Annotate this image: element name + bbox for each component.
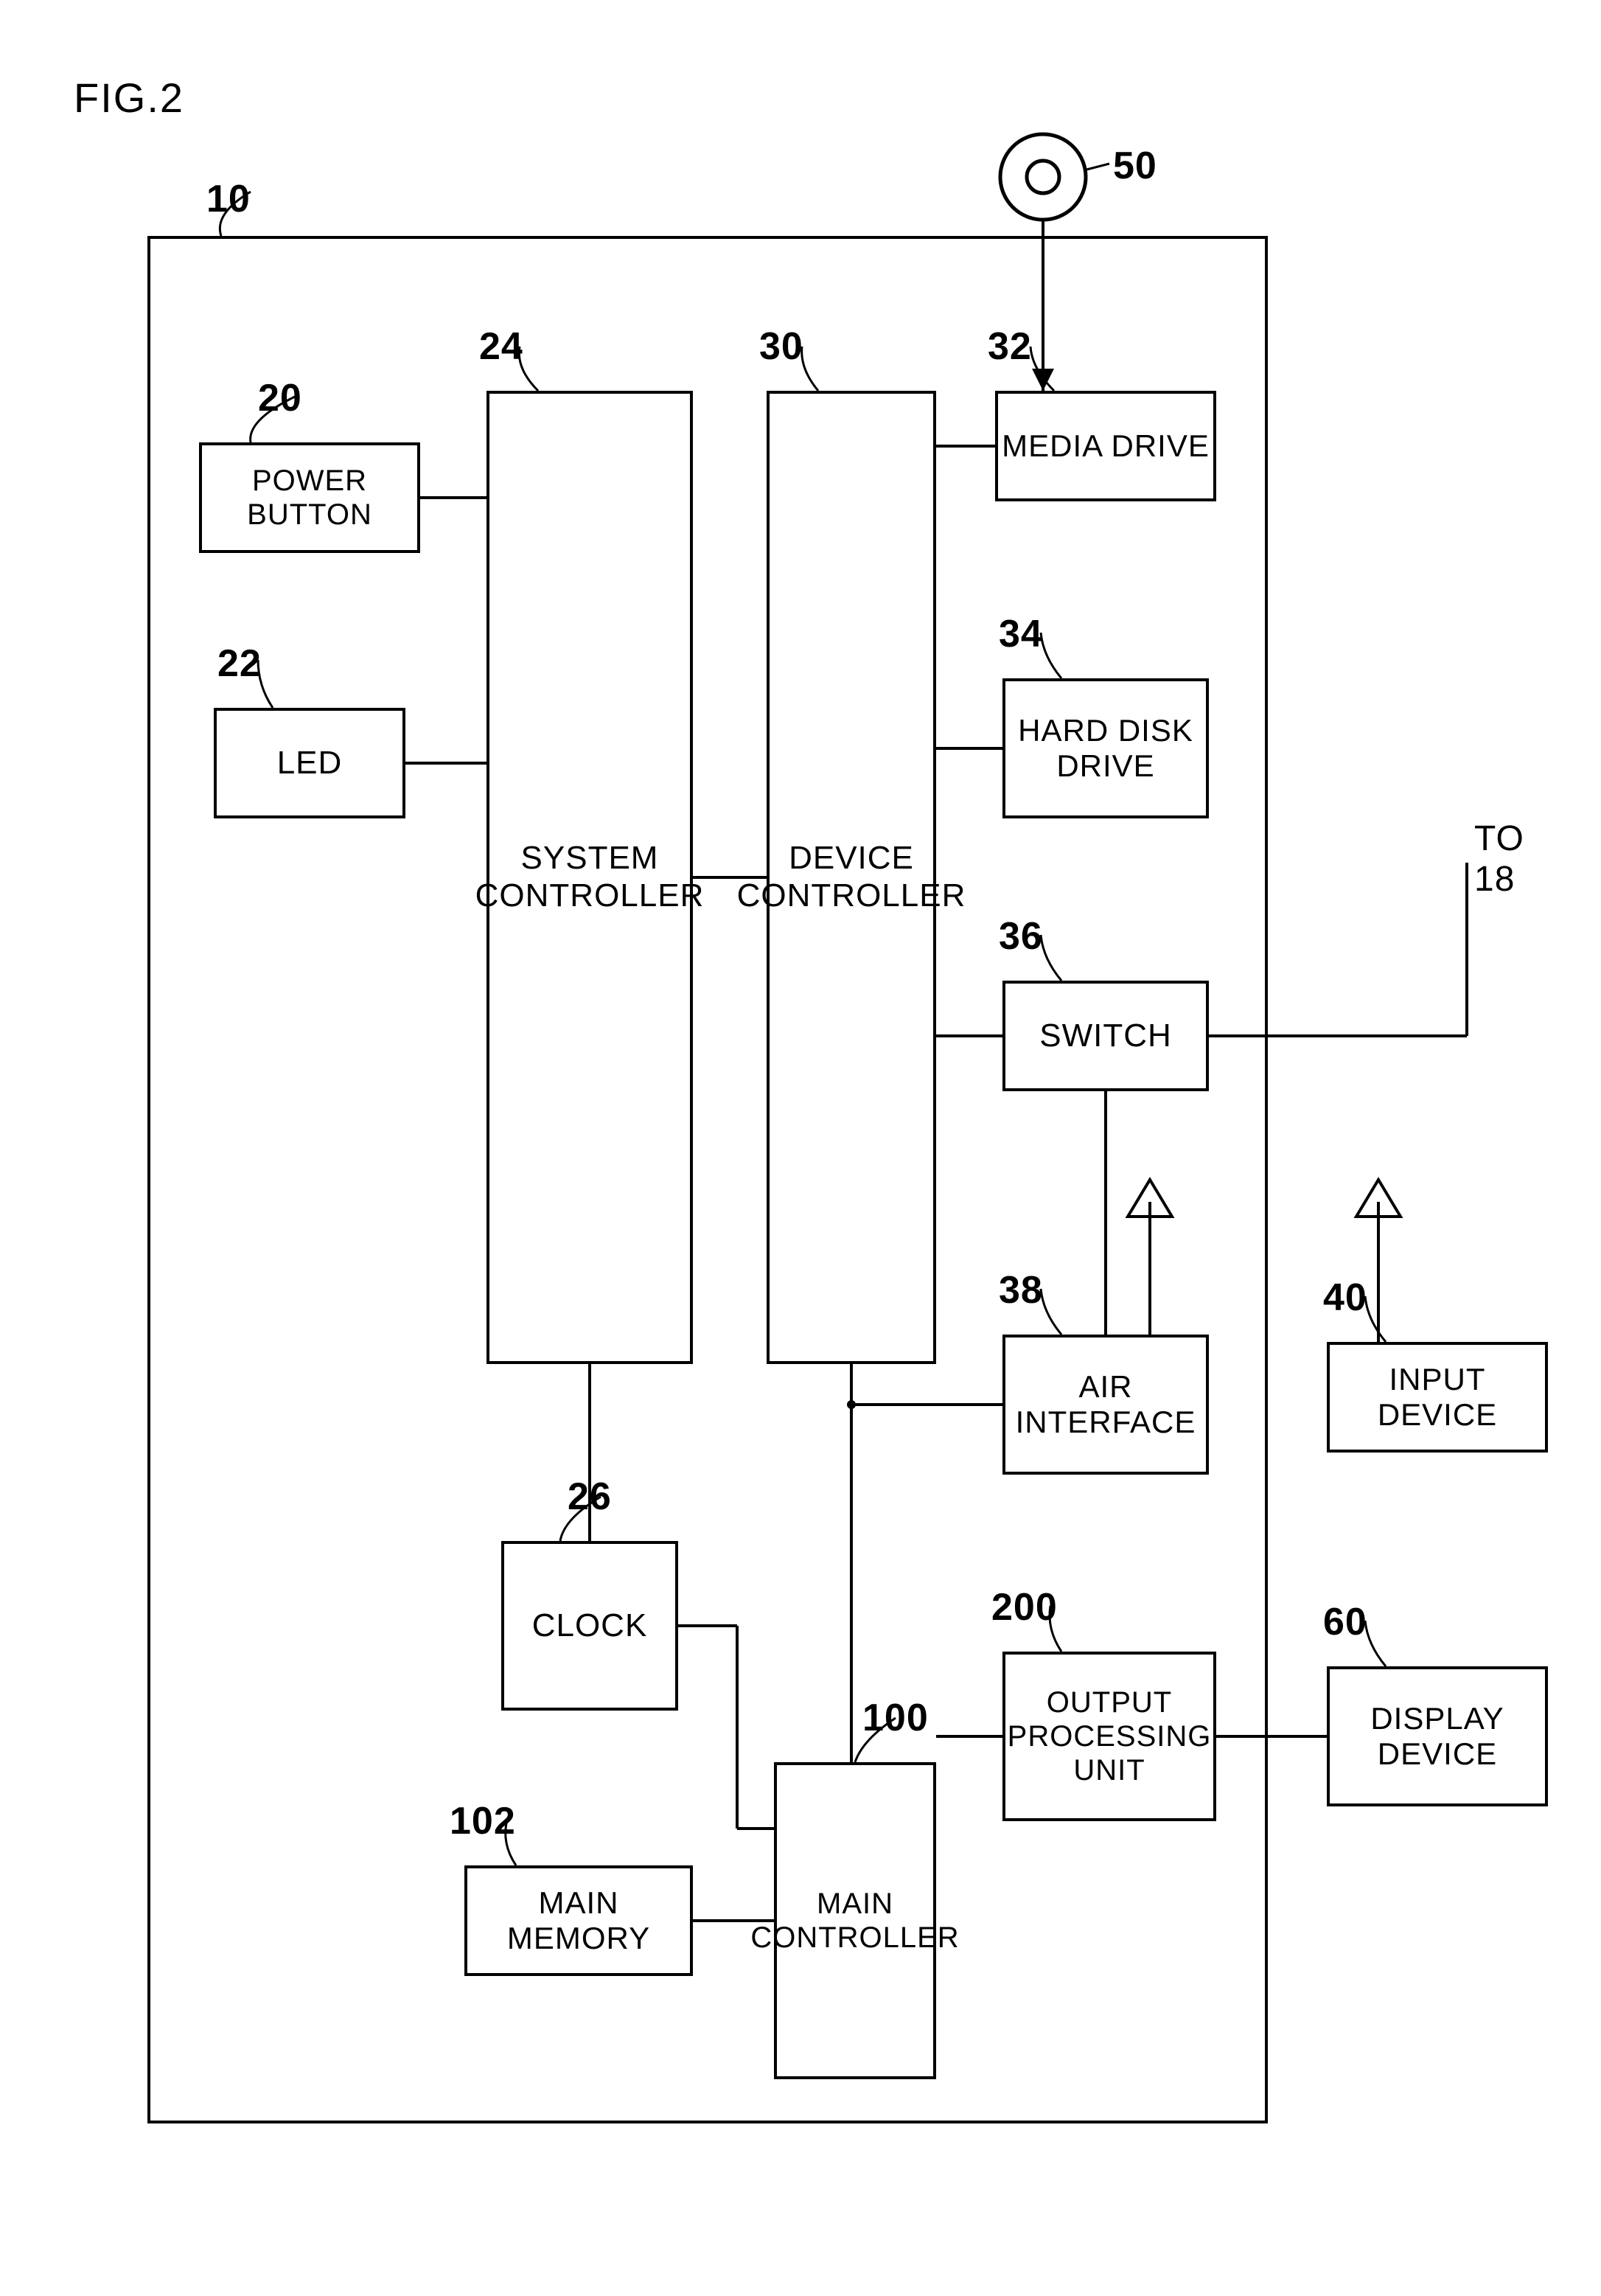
connections [29,29,1572,2267]
diagram-canvas: FIG.2 10 50 POWER BUTTON 20 LED 22 SYSTE… [29,29,1572,2267]
